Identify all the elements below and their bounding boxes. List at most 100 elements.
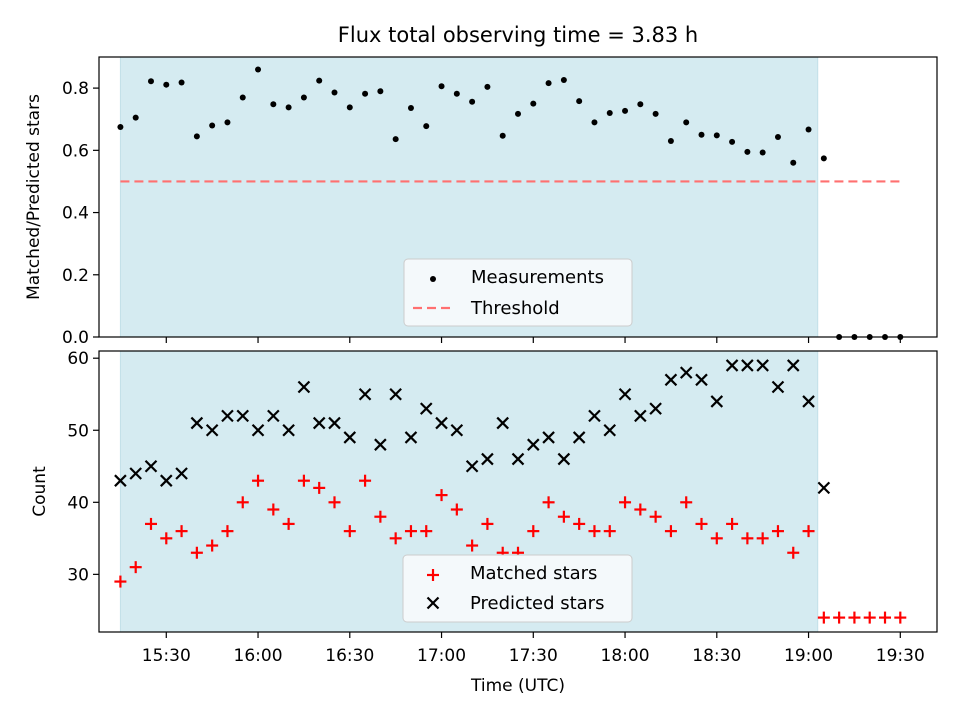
x-tick-label: 18:30: [692, 646, 741, 666]
measurement-point: [820, 155, 827, 162]
top-y-tick-label: 0.2: [62, 266, 89, 286]
x-tick-label: 19:30: [876, 646, 925, 666]
bottom-legend-box: [402, 554, 633, 623]
matched-star-point: [848, 611, 861, 624]
measurement-point: [163, 81, 170, 88]
predicted-star-point: [450, 423, 464, 437]
matched-star-point: [573, 517, 586, 530]
predicted-star-point: [572, 431, 586, 444]
matched-star-point: [680, 496, 693, 509]
predicted-star-point: [634, 409, 647, 423]
top-y-tick-label: 0.0: [62, 328, 89, 348]
predicted-star-point: [557, 452, 571, 466]
bottom-legend: Matched stars Predicted stars: [402, 554, 633, 623]
predicted-star-point: [542, 431, 555, 444]
matched-star-point: [527, 525, 540, 538]
measurement-point: [193, 133, 200, 140]
matched-star-point: [557, 510, 570, 523]
legend-predicted-stars-label: Predicted stars: [470, 593, 604, 614]
matched-star-point: [374, 510, 387, 523]
matched-star-point: [450, 503, 463, 516]
x-axis-label: Time (UTC): [470, 676, 565, 696]
matched-star-point: [787, 546, 800, 559]
legend-matched-stars-label: Matched stars: [470, 563, 597, 584]
bottom-axes-frame: [98, 350, 938, 633]
matched-star-point: [404, 525, 417, 538]
chart-title: Flux total observing time = 3.83 h: [338, 23, 698, 47]
measurement-point: [392, 136, 399, 143]
measurement-point: [438, 83, 445, 90]
measurement-point: [209, 122, 216, 129]
matched-star-point: [619, 496, 632, 509]
measurement-point: [484, 83, 491, 90]
predicted-star-point: [695, 373, 708, 387]
predicted-star-point: [618, 387, 632, 401]
matched-star-point: [297, 474, 310, 487]
predicted-star-point: [603, 423, 617, 437]
predicted-star-point: [251, 423, 265, 437]
predicted-star-point: [588, 409, 601, 423]
matched-star-point: [389, 532, 402, 545]
measurement-point: [530, 100, 537, 107]
matched-star-point: [435, 489, 448, 502]
bottom-y-tick-label: 40: [67, 493, 89, 513]
measurement-point: [300, 94, 307, 101]
matched-star-point: [114, 575, 127, 588]
matched-star-point: [771, 525, 784, 538]
measurement-point: [316, 77, 323, 84]
x-tick-label: 16:30: [325, 646, 374, 666]
matched-star-point: [313, 481, 326, 494]
matched-star-point: [252, 474, 265, 487]
measurement-point: [346, 104, 353, 111]
measurement-point: [606, 110, 613, 116]
measurement-point: [377, 88, 384, 95]
x-tick-label: 17:00: [417, 646, 466, 666]
predicted-star-point: [725, 359, 739, 372]
x-tick-label: 17:30: [509, 646, 558, 666]
measurement-point: [270, 101, 277, 108]
top-legend-box: [403, 258, 633, 327]
top-y-tick-label: 0.8: [62, 79, 89, 99]
predicted-star-point: [236, 409, 250, 423]
measurement-point: [423, 123, 430, 130]
bottom-y-tick-label: 30: [67, 565, 89, 585]
matched-star-point: [634, 503, 647, 516]
bottom-y-tick-label: 60: [67, 349, 89, 369]
measurement-point: [224, 119, 231, 126]
matched-star-point: [802, 525, 815, 538]
predicted-star-point: [282, 423, 295, 437]
x-tick-label: 16:00: [234, 646, 283, 666]
predicted-star-point: [465, 460, 479, 473]
predicted-star-point: [404, 431, 418, 444]
matched-star-point: [420, 525, 433, 538]
matched-star-point: [282, 517, 295, 530]
predicted-star-point: [374, 438, 387, 451]
measurement-point: [453, 90, 460, 97]
measurement-point: [255, 66, 262, 73]
matched-star-point: [817, 611, 830, 624]
measurement-point: [285, 104, 292, 111]
top-axes-frame: [98, 56, 938, 338]
measurement-point: [637, 101, 644, 108]
measurement-point: [805, 126, 812, 133]
measurement-point: [790, 159, 797, 166]
predicted-star-point: [664, 373, 678, 387]
bottom-y-tick-label: 50: [67, 421, 89, 441]
matched-star-point: [129, 561, 142, 574]
matched-star-point: [695, 517, 708, 530]
matched-star-point: [603, 525, 616, 538]
predicted-star-point: [328, 416, 341, 430]
measurement-point: [591, 119, 598, 126]
predicted-star-point: [221, 409, 234, 423]
legend-threshold-label: Threshold: [470, 298, 560, 319]
matched-star-point: [359, 474, 372, 487]
predicted-star-point: [175, 467, 188, 480]
top-y-tick-label: 0.4: [62, 204, 89, 224]
measurement-point: [729, 138, 736, 145]
predicted-star-point: [312, 416, 326, 430]
matched-star-point: [236, 496, 249, 509]
matched-star-point: [144, 517, 157, 530]
predicted-star-point: [114, 474, 127, 487]
matched-star-point: [542, 496, 555, 509]
matched-star-point: [206, 539, 219, 552]
